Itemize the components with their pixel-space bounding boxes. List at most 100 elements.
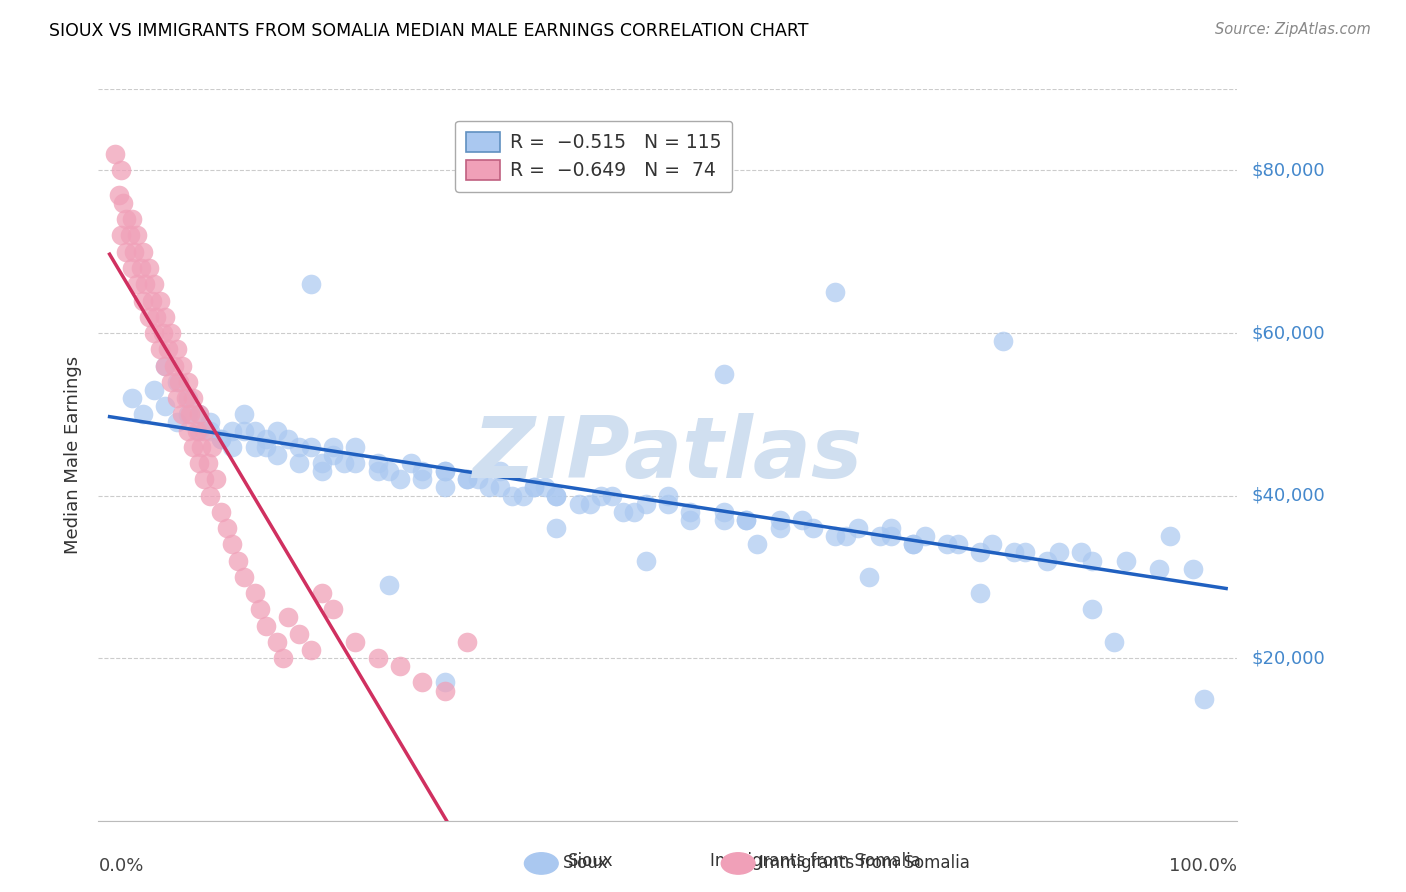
Point	[299, 440, 322, 454]
Point	[177, 375, 200, 389]
Point	[179, 407, 201, 421]
Point	[980, 537, 1002, 551]
Point	[344, 440, 367, 454]
Point	[104, 147, 127, 161]
Point	[160, 326, 183, 340]
Point	[118, 228, 141, 243]
Point	[1047, 545, 1070, 559]
Point	[152, 326, 174, 340]
Point	[489, 464, 512, 478]
Point	[589, 489, 612, 503]
Point	[190, 440, 212, 454]
Point	[209, 432, 232, 446]
Point	[936, 537, 959, 551]
Point	[1159, 529, 1181, 543]
Point	[546, 489, 568, 503]
Point	[177, 407, 200, 421]
Point	[187, 424, 209, 438]
Point	[183, 440, 205, 454]
Point	[578, 497, 600, 511]
Text: $60,000: $60,000	[1251, 324, 1324, 342]
Point	[198, 416, 221, 430]
Point	[177, 424, 200, 438]
Point	[215, 521, 238, 535]
Text: Immigrants from Somalia: Immigrants from Somalia	[710, 852, 921, 870]
Text: Sioux: Sioux	[568, 852, 613, 870]
Point	[1081, 553, 1104, 567]
Point	[1014, 545, 1036, 559]
Point	[156, 343, 179, 357]
Point	[634, 553, 657, 567]
Point	[221, 537, 243, 551]
Point	[713, 513, 735, 527]
Point	[846, 521, 869, 535]
Circle shape	[721, 853, 755, 874]
Point	[824, 285, 846, 300]
Point	[254, 618, 277, 632]
Point	[801, 521, 824, 535]
Point	[657, 489, 679, 503]
Point	[835, 529, 858, 543]
Text: $20,000: $20,000	[1251, 649, 1324, 667]
Point	[198, 489, 221, 503]
Point	[344, 456, 367, 470]
Point	[299, 277, 322, 292]
Circle shape	[524, 853, 558, 874]
Point	[149, 293, 172, 308]
Point	[523, 480, 546, 494]
Point	[880, 521, 903, 535]
Point	[277, 610, 299, 624]
Point	[160, 375, 183, 389]
Point	[149, 343, 172, 357]
Point	[288, 626, 311, 640]
Point	[399, 456, 422, 470]
Point	[122, 244, 145, 259]
Text: $40,000: $40,000	[1251, 486, 1324, 505]
Point	[322, 448, 344, 462]
Point	[433, 464, 456, 478]
Point	[138, 310, 160, 324]
Point	[768, 521, 790, 535]
Point	[115, 212, 138, 227]
Point	[567, 497, 589, 511]
Point	[277, 432, 299, 446]
Point	[143, 326, 166, 340]
Point	[512, 489, 534, 503]
Text: Sioux: Sioux	[562, 855, 607, 872]
Point	[221, 440, 243, 454]
Point	[232, 407, 254, 421]
Point	[111, 196, 134, 211]
Point	[501, 489, 523, 503]
Point	[914, 529, 936, 543]
Point	[187, 456, 209, 470]
Point	[155, 359, 177, 373]
Point	[546, 489, 568, 503]
Point	[209, 505, 232, 519]
Point	[657, 497, 679, 511]
Point	[1115, 553, 1137, 567]
Point	[166, 391, 188, 405]
Point	[243, 586, 266, 600]
Point	[433, 480, 456, 494]
Point	[489, 480, 512, 494]
Point	[411, 675, 433, 690]
Point	[377, 464, 399, 478]
Point	[377, 578, 399, 592]
Point	[129, 260, 152, 275]
Point	[1002, 545, 1025, 559]
Point	[735, 513, 758, 527]
Point	[858, 570, 880, 584]
Point	[266, 424, 288, 438]
Point	[143, 277, 166, 292]
Point	[322, 602, 344, 616]
Point	[138, 260, 160, 275]
Point	[209, 432, 232, 446]
Point	[198, 424, 221, 438]
Point	[311, 464, 333, 478]
Point	[433, 683, 456, 698]
Point	[226, 553, 249, 567]
Point	[221, 424, 243, 438]
Point	[243, 424, 266, 438]
Point	[187, 407, 209, 421]
Point	[344, 635, 367, 649]
